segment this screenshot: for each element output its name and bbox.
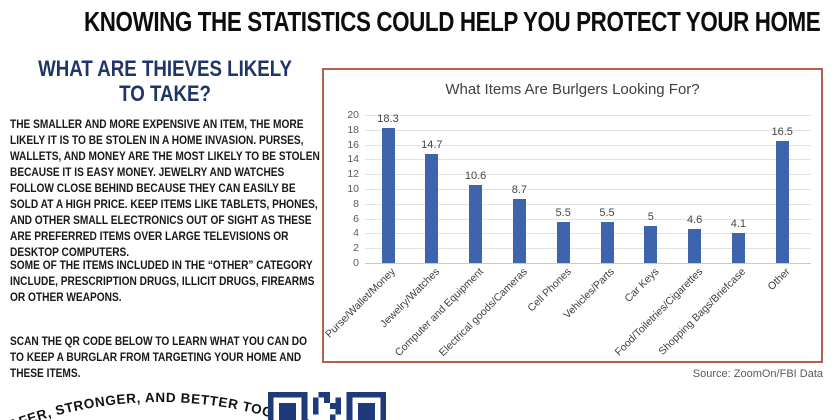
y-axis-tick-label: 8 [353, 197, 359, 210]
chart-source-caption: Source: ZoomOn/FBI Data [692, 368, 823, 380]
y-axis-tick-label: 0 [353, 257, 359, 269]
bar [556, 222, 570, 263]
y-axis-tick-label: 10 [347, 183, 359, 195]
gridline [365, 218, 811, 220]
qr-module [357, 403, 375, 420]
qr-module [324, 397, 330, 404]
gridline [365, 129, 811, 131]
page-title: KNOWING THE STATISTICS COULD HELP YOU PR… [84, 6, 821, 37]
y-axis-tick-label: 12 [347, 168, 359, 181]
section-heading: WHAT ARE THIEVES LIKELY TO TAKE? [38, 56, 292, 106]
bar [425, 154, 439, 263]
qr-module [279, 403, 297, 420]
body-paragraph-2: SOME OF THE ITEMS INCLUDED IN THE “OTHER… [10, 259, 315, 304]
gridline [365, 115, 811, 116]
bar-value-label: 8.7 [511, 183, 528, 196]
x-axis-category-label: Car Keys [622, 265, 662, 305]
bar [688, 228, 702, 263]
y-axis-tick-label: 6 [353, 212, 359, 225]
bar-value-label: 16.5 [771, 125, 793, 138]
qr-module [335, 403, 342, 409]
bar-value-label: 18.3 [377, 112, 399, 125]
gridline [365, 189, 811, 190]
bar [731, 232, 745, 263]
bar-value-label: 5.5 [599, 207, 615, 220]
chart-panel: What Items Are Burlgers Looking For? 0 2 4… [322, 68, 823, 363]
qr-module [329, 414, 336, 420]
gridline [365, 248, 811, 250]
bar [644, 226, 658, 263]
bar [600, 222, 614, 263]
bar-value-label: 4.1 [730, 217, 747, 230]
gridline [365, 203, 811, 205]
bar-value-label: 14.7 [421, 139, 443, 152]
bar [775, 140, 789, 263]
gridline [365, 263, 811, 264]
gridline [365, 144, 811, 146]
x-axis-category-label: Computer and Equipment [392, 265, 486, 359]
x-axis-category-label: Other [765, 265, 793, 293]
body-paragraph-3: SCAN THE QR CODE BELOW TO LEARN WHAT YOU… [10, 335, 308, 380]
gridline [365, 174, 811, 176]
x-axis-category-label: Shopping Bags/Briefcase [656, 265, 749, 358]
bar-chart-plot-area: 0 2 4 6 8 10 12 14 16 18 20 18.3 Purse/Wallet/Money 1… [324, 109, 811, 359]
gridline [365, 233, 811, 235]
bar [381, 127, 395, 263]
bar-value-label: 10.6 [464, 169, 487, 182]
y-axis-tick-label: 16 [347, 138, 359, 151]
qr-module [312, 397, 319, 404]
bar-value-label: 4.6 [686, 213, 703, 226]
qr-module [335, 408, 342, 415]
qr-module [312, 403, 319, 409]
qr-module [324, 392, 330, 398]
bar [512, 198, 526, 263]
x-axis-category-label: Food/Toiletries/Cigarettes [612, 265, 705, 359]
x-axis-category-label: Electrical goods/Cameras [436, 265, 530, 359]
qr-code-svg [268, 392, 386, 420]
qr-module [335, 397, 342, 404]
chart-title: What Items Are Burlgers Looking For? [445, 81, 700, 98]
body-paragraph-1: THE SMALLER AND MORE EXPENSIVE AN ITEM, … [10, 118, 320, 259]
y-axis-tick-label: 20 [347, 109, 359, 121]
y-axis-tick-label: 2 [353, 242, 359, 255]
qr-code-icon [268, 392, 386, 420]
bar-value-label: 5 [647, 211, 654, 223]
qr-module [318, 392, 325, 398]
gridline [365, 159, 811, 161]
qr-module [312, 408, 319, 415]
qr-module [329, 403, 336, 409]
y-axis-tick-label: 18 [347, 123, 359, 136]
bar [469, 184, 483, 263]
bar-value-label: 5.5 [555, 207, 571, 220]
y-axis-tick-label: 14 [347, 153, 359, 166]
arc-tagline-text: SAFER, STRONGER, AND BETTER TOGETHER [5, 383, 312, 420]
y-axis-tick-label: 4 [353, 227, 359, 240]
